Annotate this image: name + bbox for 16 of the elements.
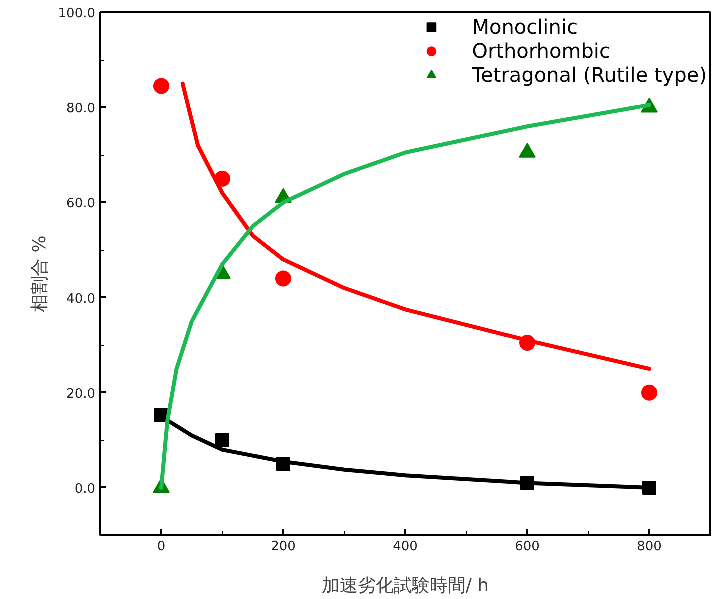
legend-label: Monoclinic <box>472 15 578 39</box>
y-tick-label: 20.0 <box>66 386 96 402</box>
y-tick-label: 0.0 <box>74 482 96 497</box>
y-tick-label: 40.0 <box>66 292 96 307</box>
legend-label: Tetragonal (Rutile type) <box>472 63 707 87</box>
x-tick-label: 800 <box>637 540 662 554</box>
x-axis-title: 加速劣化試験時間/ h <box>322 576 490 596</box>
x-tick-label: 200 <box>271 540 296 554</box>
y-tick-label: 100.0 <box>58 6 96 22</box>
y-axis-title: 相割合 % <box>29 236 50 312</box>
x-tick-label: 600 <box>515 540 540 554</box>
x-tick-label: 400 <box>393 540 418 554</box>
legend-label: Orthorhombic <box>472 39 610 63</box>
x-tick-label: 0 <box>157 540 166 554</box>
y-tick-label: 60.0 <box>66 196 96 212</box>
y-tick-label: 80.0 <box>66 102 96 117</box>
